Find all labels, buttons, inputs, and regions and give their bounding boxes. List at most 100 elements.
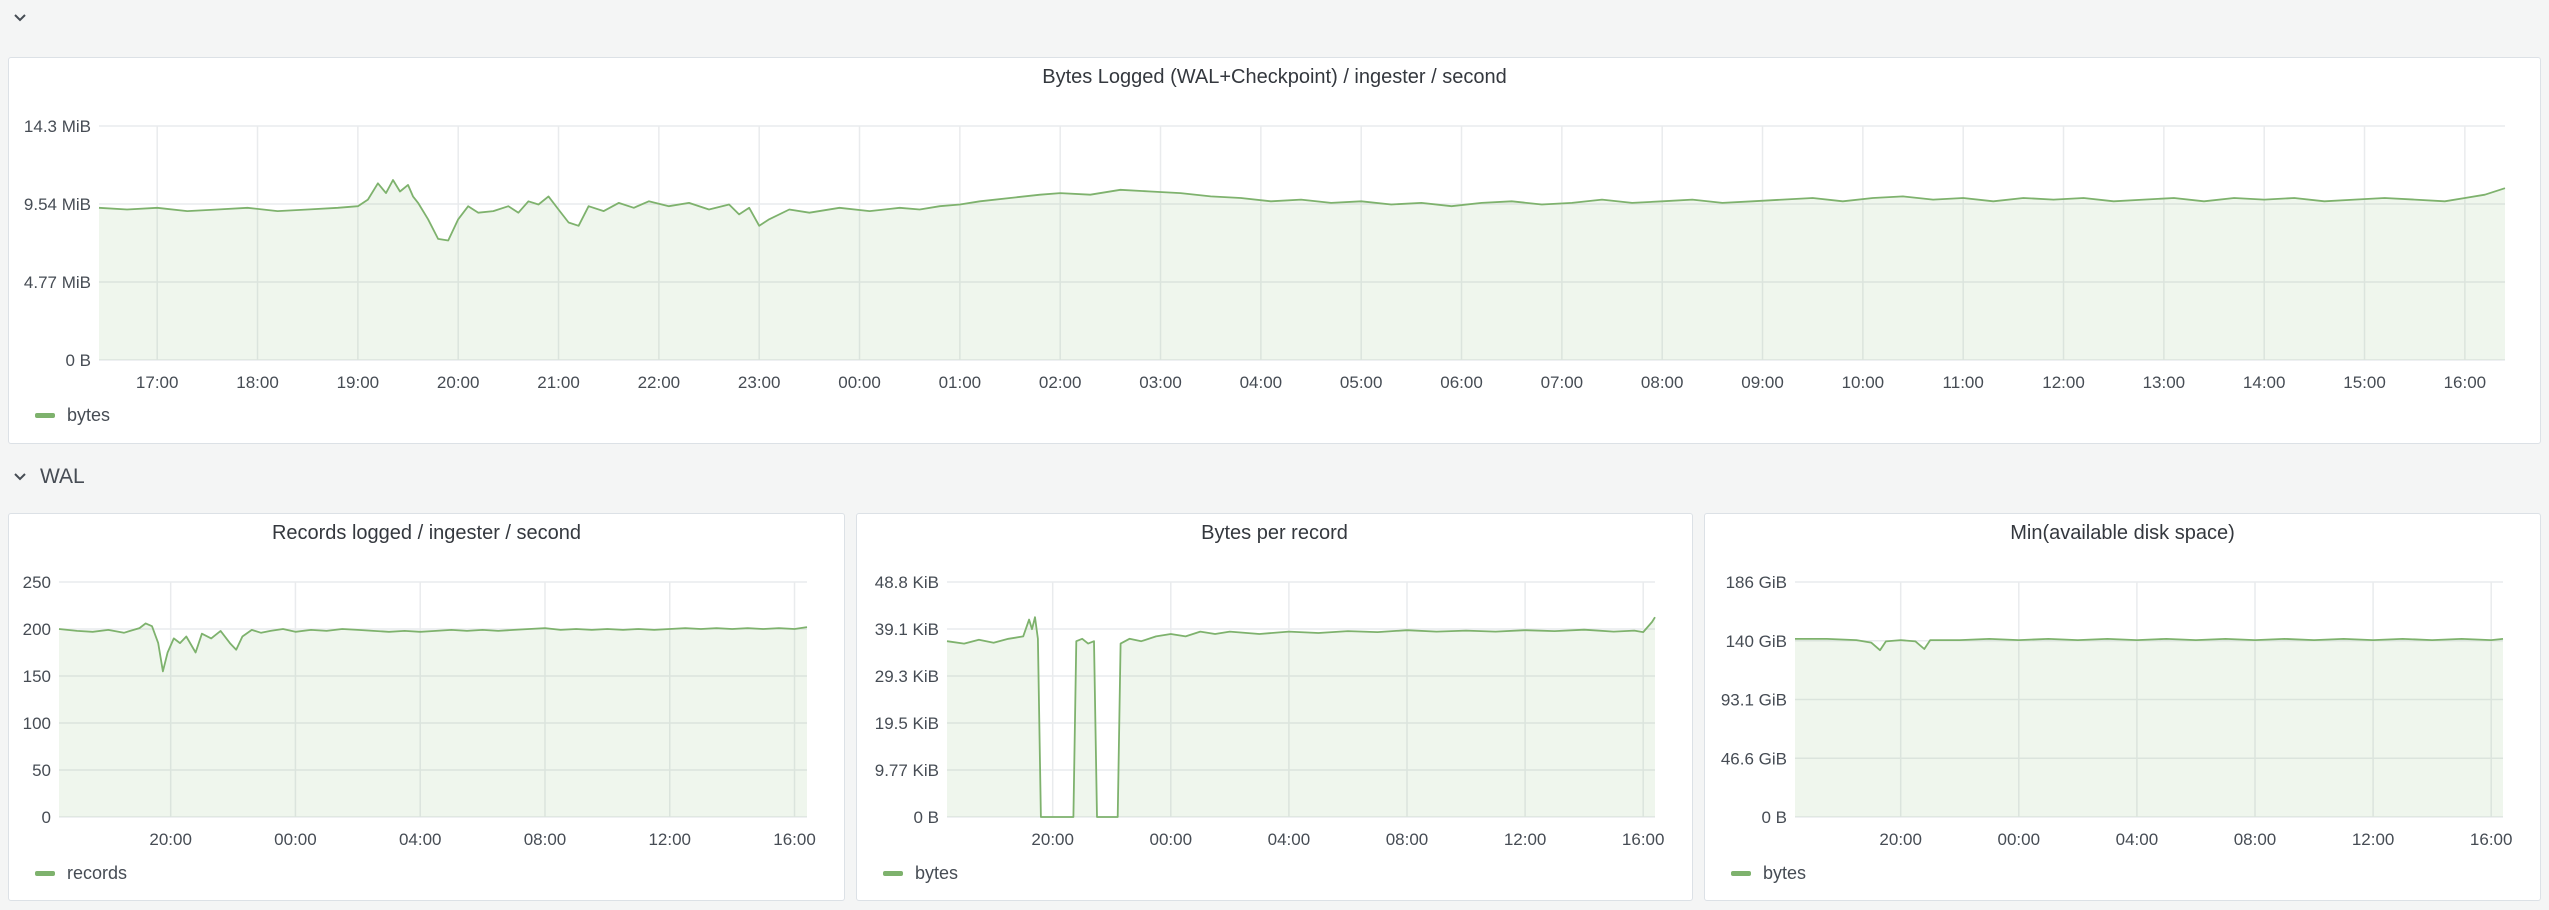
panel-min-disk-space: Min(available disk space) 0 B 46.6 GiB 93.… [1704, 513, 2541, 901]
x-tick-label: 00:00 [274, 830, 317, 849]
y-tick-label: 0 [42, 808, 51, 827]
y-tick-label: 250 [23, 573, 51, 592]
chart-min-disk-space: 0 B 46.6 GiB 93.1 GiB 140 GiB 186 GiB 20:00 00… [1721, 573, 2513, 849]
series-line-bytes[interactable] [98, 179, 2506, 242]
x-tick-label: 03:00 [1139, 373, 1182, 392]
x-tick-label: 04:00 [1268, 830, 1311, 849]
x-tick-label: 20:00 [149, 830, 192, 849]
series-line-records[interactable] [58, 622, 808, 673]
chart-bytes-per-record: 0 B 9.77 KiB 19.5 KiB 29.3 KiB 39.1 KiB 48.8 … [875, 573, 1665, 849]
legend-label: records [67, 863, 128, 883]
legend-label: bytes [67, 405, 111, 425]
y-tick-label: 93.1 GiB [1721, 691, 1787, 710]
legend-swatch [35, 413, 55, 418]
y-tick-label: 19.5 KiB [875, 714, 939, 733]
legend-label: bytes [1763, 863, 1807, 883]
y-tick-label: 0 B [1761, 808, 1787, 827]
x-tick-label: 00:00 [1998, 830, 2041, 849]
x-tick-label: 07:00 [1541, 373, 1584, 392]
x-tick-label: 20:00 [437, 373, 480, 392]
legend-swatch [883, 871, 903, 876]
x-tick-label: 22:00 [638, 373, 681, 392]
y-tick-label: 186 GiB [1726, 573, 1787, 592]
x-tick-label: 06:00 [1440, 373, 1483, 392]
x-tick-label: 12:00 [2042, 373, 2085, 392]
x-tick-label: 11:00 [1943, 373, 1984, 392]
series-line-bytes[interactable] [1795, 638, 2504, 652]
x-tick-label: 16:00 [1622, 830, 1665, 849]
legend-item-bytes[interactable]: bytes [883, 863, 958, 884]
chart-records-logged: 0 50 100 150 200 250 20:00 00:00 04:00 08:00 12:00… [23, 573, 816, 849]
legend-swatch [1731, 871, 1751, 876]
y-tick-label: 48.8 KiB [875, 573, 939, 592]
y-tick-label: 9.54 MiB [24, 195, 91, 214]
y-tick-label: 14.3 MiB [24, 117, 91, 136]
panel-title[interactable]: Bytes Logged (WAL+Checkpoint) / ingester… [1042, 66, 1507, 88]
x-tick-label: 10:00 [1842, 373, 1885, 392]
x-tick-label: 23:00 [738, 373, 781, 392]
x-tick-label: 02:00 [1039, 373, 1082, 392]
series-area-bytes [1795, 638, 2503, 817]
x-tick-label: 20:00 [1879, 830, 1922, 849]
x-tick-label: 08:00 [1386, 830, 1429, 849]
series-area-bytes [99, 180, 2505, 360]
y-tick-label: 200 [23, 620, 51, 639]
x-tick-label: 13:00 [2143, 373, 2186, 392]
x-tick-label: 04:00 [399, 830, 442, 849]
row-toggle-top[interactable] [8, 6, 32, 30]
legend-label: bytes [915, 863, 959, 883]
legend-item-bytes[interactable]: bytes [1731, 863, 1806, 884]
x-tick-label: 04:00 [1240, 373, 1283, 392]
y-tick-label: 0 B [65, 351, 91, 370]
y-tick-label: 100 [23, 714, 51, 733]
x-tick-label: 16:00 [2470, 830, 2513, 849]
x-tick-label: 09:00 [1741, 373, 1784, 392]
x-tick-label: 01:00 [939, 373, 982, 392]
y-tick-label: 0 B [913, 808, 939, 827]
y-tick-label: 50 [32, 761, 51, 780]
panel-bytes-logged: Bytes Logged (WAL+Checkpoint) / ingester… [8, 57, 2541, 444]
y-tick-label: 9.77 KiB [875, 761, 939, 780]
y-tick-label: 150 [23, 667, 51, 686]
legend-item-bytes[interactable]: bytes [35, 405, 110, 426]
x-tick-label: 16:00 [773, 830, 816, 849]
x-tick-label: 12:00 [2352, 830, 2395, 849]
y-tick-label: 29.3 KiB [875, 667, 939, 686]
x-tick-label: 08:00 [2234, 830, 2277, 849]
row-title: WAL [40, 465, 85, 488]
x-tick-label: 14:00 [2243, 373, 2286, 392]
legend-swatch [35, 871, 55, 876]
panel-bytes-per-record: Bytes per record 0 B 9.77 KiB 19.5 KiB 29.3… [856, 513, 1693, 901]
row-wal[interactable]: WAL [8, 465, 85, 489]
x-tick-label: 00:00 [838, 373, 881, 392]
x-tick-label: 20:00 [1031, 830, 1074, 849]
x-tick-label: 17:00 [136, 373, 179, 392]
y-tick-label: 46.6 GiB [1721, 749, 1787, 768]
chevron-down-icon [14, 473, 26, 481]
chevron-down-icon [14, 14, 26, 22]
series-area-records [59, 623, 807, 817]
x-tick-label: 12:00 [648, 830, 691, 849]
x-tick-label: 18:00 [236, 373, 279, 392]
x-tick-label: 08:00 [524, 830, 567, 849]
y-tick-label: 4.77 MiB [24, 273, 91, 292]
panel-title[interactable]: Min(available disk space) [2010, 522, 2235, 544]
panel-title[interactable]: Records logged / ingester / second [271, 522, 582, 544]
x-tick-label: 15:00 [2343, 373, 2386, 392]
x-tick-label: 08:00 [1641, 373, 1684, 392]
panel-records-logged: Records logged / ingester / second 0 50 10… [8, 513, 845, 901]
y-tick-label: 39.1 KiB [875, 620, 939, 639]
x-tick-label: 04:00 [2116, 830, 2159, 849]
series-line-bytes[interactable] [946, 616, 1656, 818]
series-area-bytes [947, 617, 1655, 817]
x-tick-label: 12:00 [1504, 830, 1547, 849]
legend-item-records[interactable]: records [35, 863, 127, 884]
chart-bytes-logged: 0 B 4.77 MiB 9.54 MiB 14.3 MiB 17:00 18:00 19:… [24, 117, 2506, 392]
x-tick-label: 16:00 [2444, 373, 2487, 392]
panel-title[interactable]: Bytes per record [1201, 522, 1348, 544]
y-tick-label: 140 GiB [1726, 632, 1787, 651]
x-tick-label: 19:00 [337, 373, 380, 392]
x-tick-label: 05:00 [1340, 373, 1383, 392]
x-tick-label: 21:00 [537, 373, 580, 392]
x-tick-label: 00:00 [1150, 830, 1193, 849]
